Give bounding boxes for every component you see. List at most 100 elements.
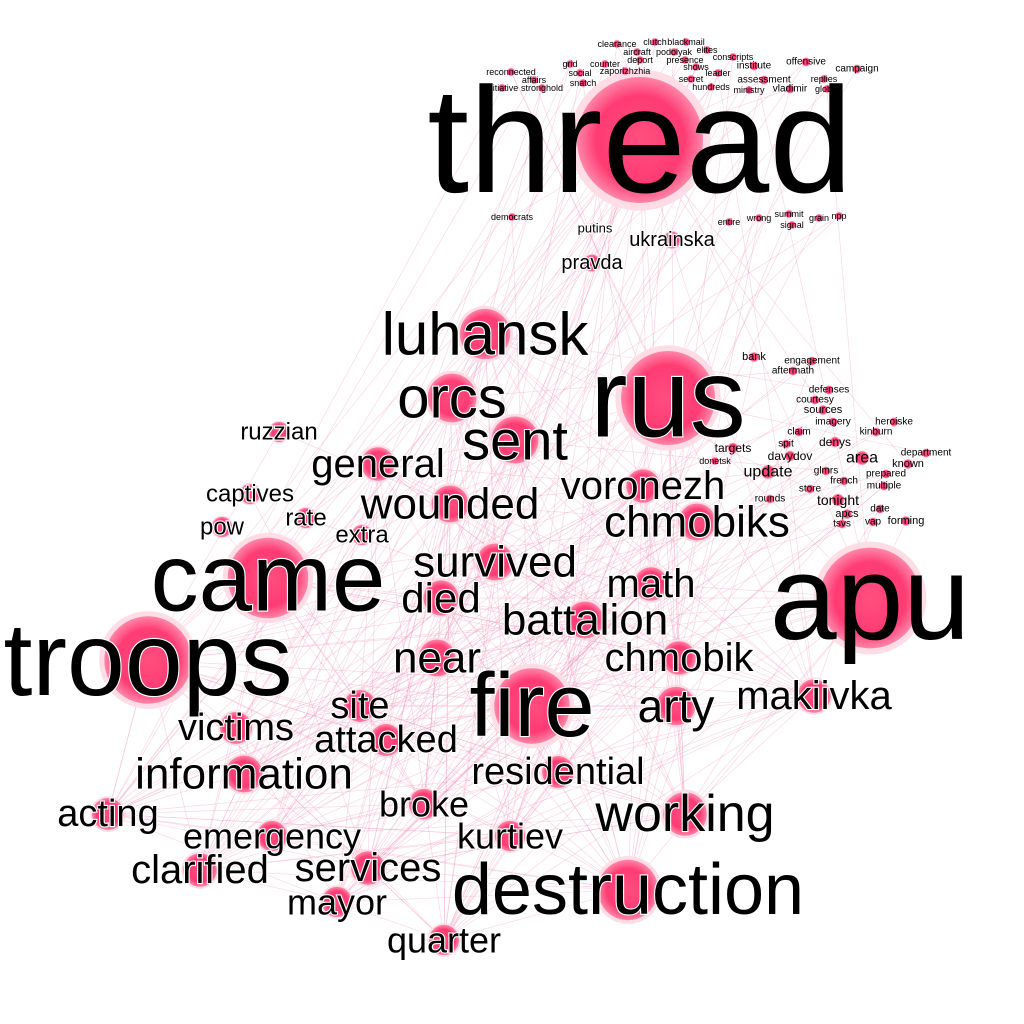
edge-196 — [235, 705, 677, 729]
word-davydov: davydov — [768, 449, 813, 463]
word-wrong: wrong — [746, 213, 772, 223]
word-vladimir: vladimir — [773, 84, 808, 95]
node-offensive — [801, 57, 811, 67]
word-pravda: pravda — [561, 252, 623, 274]
edge-228 — [271, 803, 425, 837]
edge-390 — [557, 470, 827, 773]
node-pravda — [583, 254, 601, 272]
edge-272 — [267, 577, 680, 659]
edge-94 — [451, 397, 586, 621]
edge-170 — [336, 583, 652, 903]
node-rate — [295, 507, 317, 529]
node-spit — [781, 439, 791, 449]
edge-397 — [531, 488, 811, 707]
node-french — [839, 476, 849, 486]
node-podolyak — [670, 48, 678, 56]
node-quarter — [428, 924, 460, 956]
node-pow — [211, 516, 233, 538]
edge-235 — [107, 813, 338, 903]
edge-240 — [199, 869, 338, 903]
word-date: date — [870, 504, 890, 515]
word-survived: survived — [413, 538, 577, 587]
edge-233 — [107, 813, 511, 837]
node-rus — [621, 351, 715, 445]
node-broke — [408, 788, 440, 820]
edge-40 — [147, 597, 442, 661]
edge-81 — [484, 333, 698, 523]
edge-292 — [336, 583, 652, 903]
word-vap: vap — [865, 517, 882, 528]
node-date — [875, 504, 885, 514]
edge-234 — [107, 813, 369, 869]
word-assessment: assessment — [737, 75, 791, 86]
word-came: came — [151, 525, 386, 632]
node-conscripts — [729, 53, 737, 61]
edge-276 — [271, 705, 361, 837]
word-extra: extra — [335, 522, 389, 549]
edge-264 — [440, 485, 644, 599]
node-emergency — [256, 820, 288, 852]
edge-187 — [678, 657, 815, 697]
edge-49 — [147, 659, 511, 837]
edge-165 — [385, 583, 652, 741]
edge-42 — [147, 619, 586, 661]
edge-118 — [367, 463, 379, 869]
edge-93 — [451, 397, 652, 585]
edge-403 — [675, 513, 848, 707]
edge-160 — [199, 597, 442, 871]
edge-310 — [557, 213, 790, 773]
edge-200 — [684, 695, 815, 815]
node-arty — [656, 686, 696, 726]
node-reconnected — [507, 68, 515, 76]
edge-237 — [367, 835, 511, 869]
node-imagery — [828, 417, 838, 427]
edge-394 — [147, 473, 887, 661]
word-tsvs: tsvs — [833, 519, 851, 530]
edge-349 — [717, 72, 815, 697]
word-initiative: initiative — [486, 83, 519, 93]
edge-221 — [243, 773, 369, 869]
edge-84 — [484, 333, 815, 697]
edge-102 — [514, 439, 698, 523]
edge-361 — [650, 88, 791, 585]
edge-147 — [199, 521, 698, 871]
word-voronezh: voronezh — [561, 464, 726, 508]
edge-406 — [650, 523, 843, 585]
edge-210 — [359, 705, 686, 815]
edge-4 — [494, 139, 641, 563]
word-kinburn: kinburn — [860, 427, 893, 438]
word-clearance: clearance — [597, 39, 636, 49]
edge-238 — [336, 835, 511, 903]
node-npp — [835, 212, 843, 220]
word-thread: thread — [427, 56, 852, 224]
word-chmobik: chmobik — [605, 636, 755, 680]
node-battalion — [566, 601, 604, 639]
edge-308 — [440, 217, 760, 599]
edge-378 — [271, 447, 734, 837]
edge-120 — [449, 485, 644, 505]
node-grain — [815, 214, 823, 222]
node-putins — [589, 222, 601, 234]
edge-275 — [675, 695, 815, 707]
edge-381 — [336, 441, 836, 903]
edge-391 — [514, 439, 827, 472]
edge-363 — [826, 88, 871, 599]
edge-146 — [107, 521, 698, 815]
word-glmrs: glmrs — [814, 466, 838, 477]
edge-254 — [451, 397, 686, 815]
edge-343 — [367, 68, 858, 869]
edge-356 — [271, 87, 543, 837]
node-glmrs — [821, 466, 831, 476]
edge-175 — [243, 619, 586, 775]
edge-402 — [440, 499, 839, 599]
node-apu — [819, 547, 921, 649]
word-emergency: emergency — [183, 816, 361, 857]
edge-263 — [494, 485, 644, 563]
edge-357 — [107, 86, 712, 815]
edge-253 — [451, 397, 496, 563]
edge-337 — [514, 72, 581, 441]
word-spit: spit — [778, 439, 794, 450]
node-fire — [494, 668, 570, 744]
node-social — [576, 69, 584, 77]
